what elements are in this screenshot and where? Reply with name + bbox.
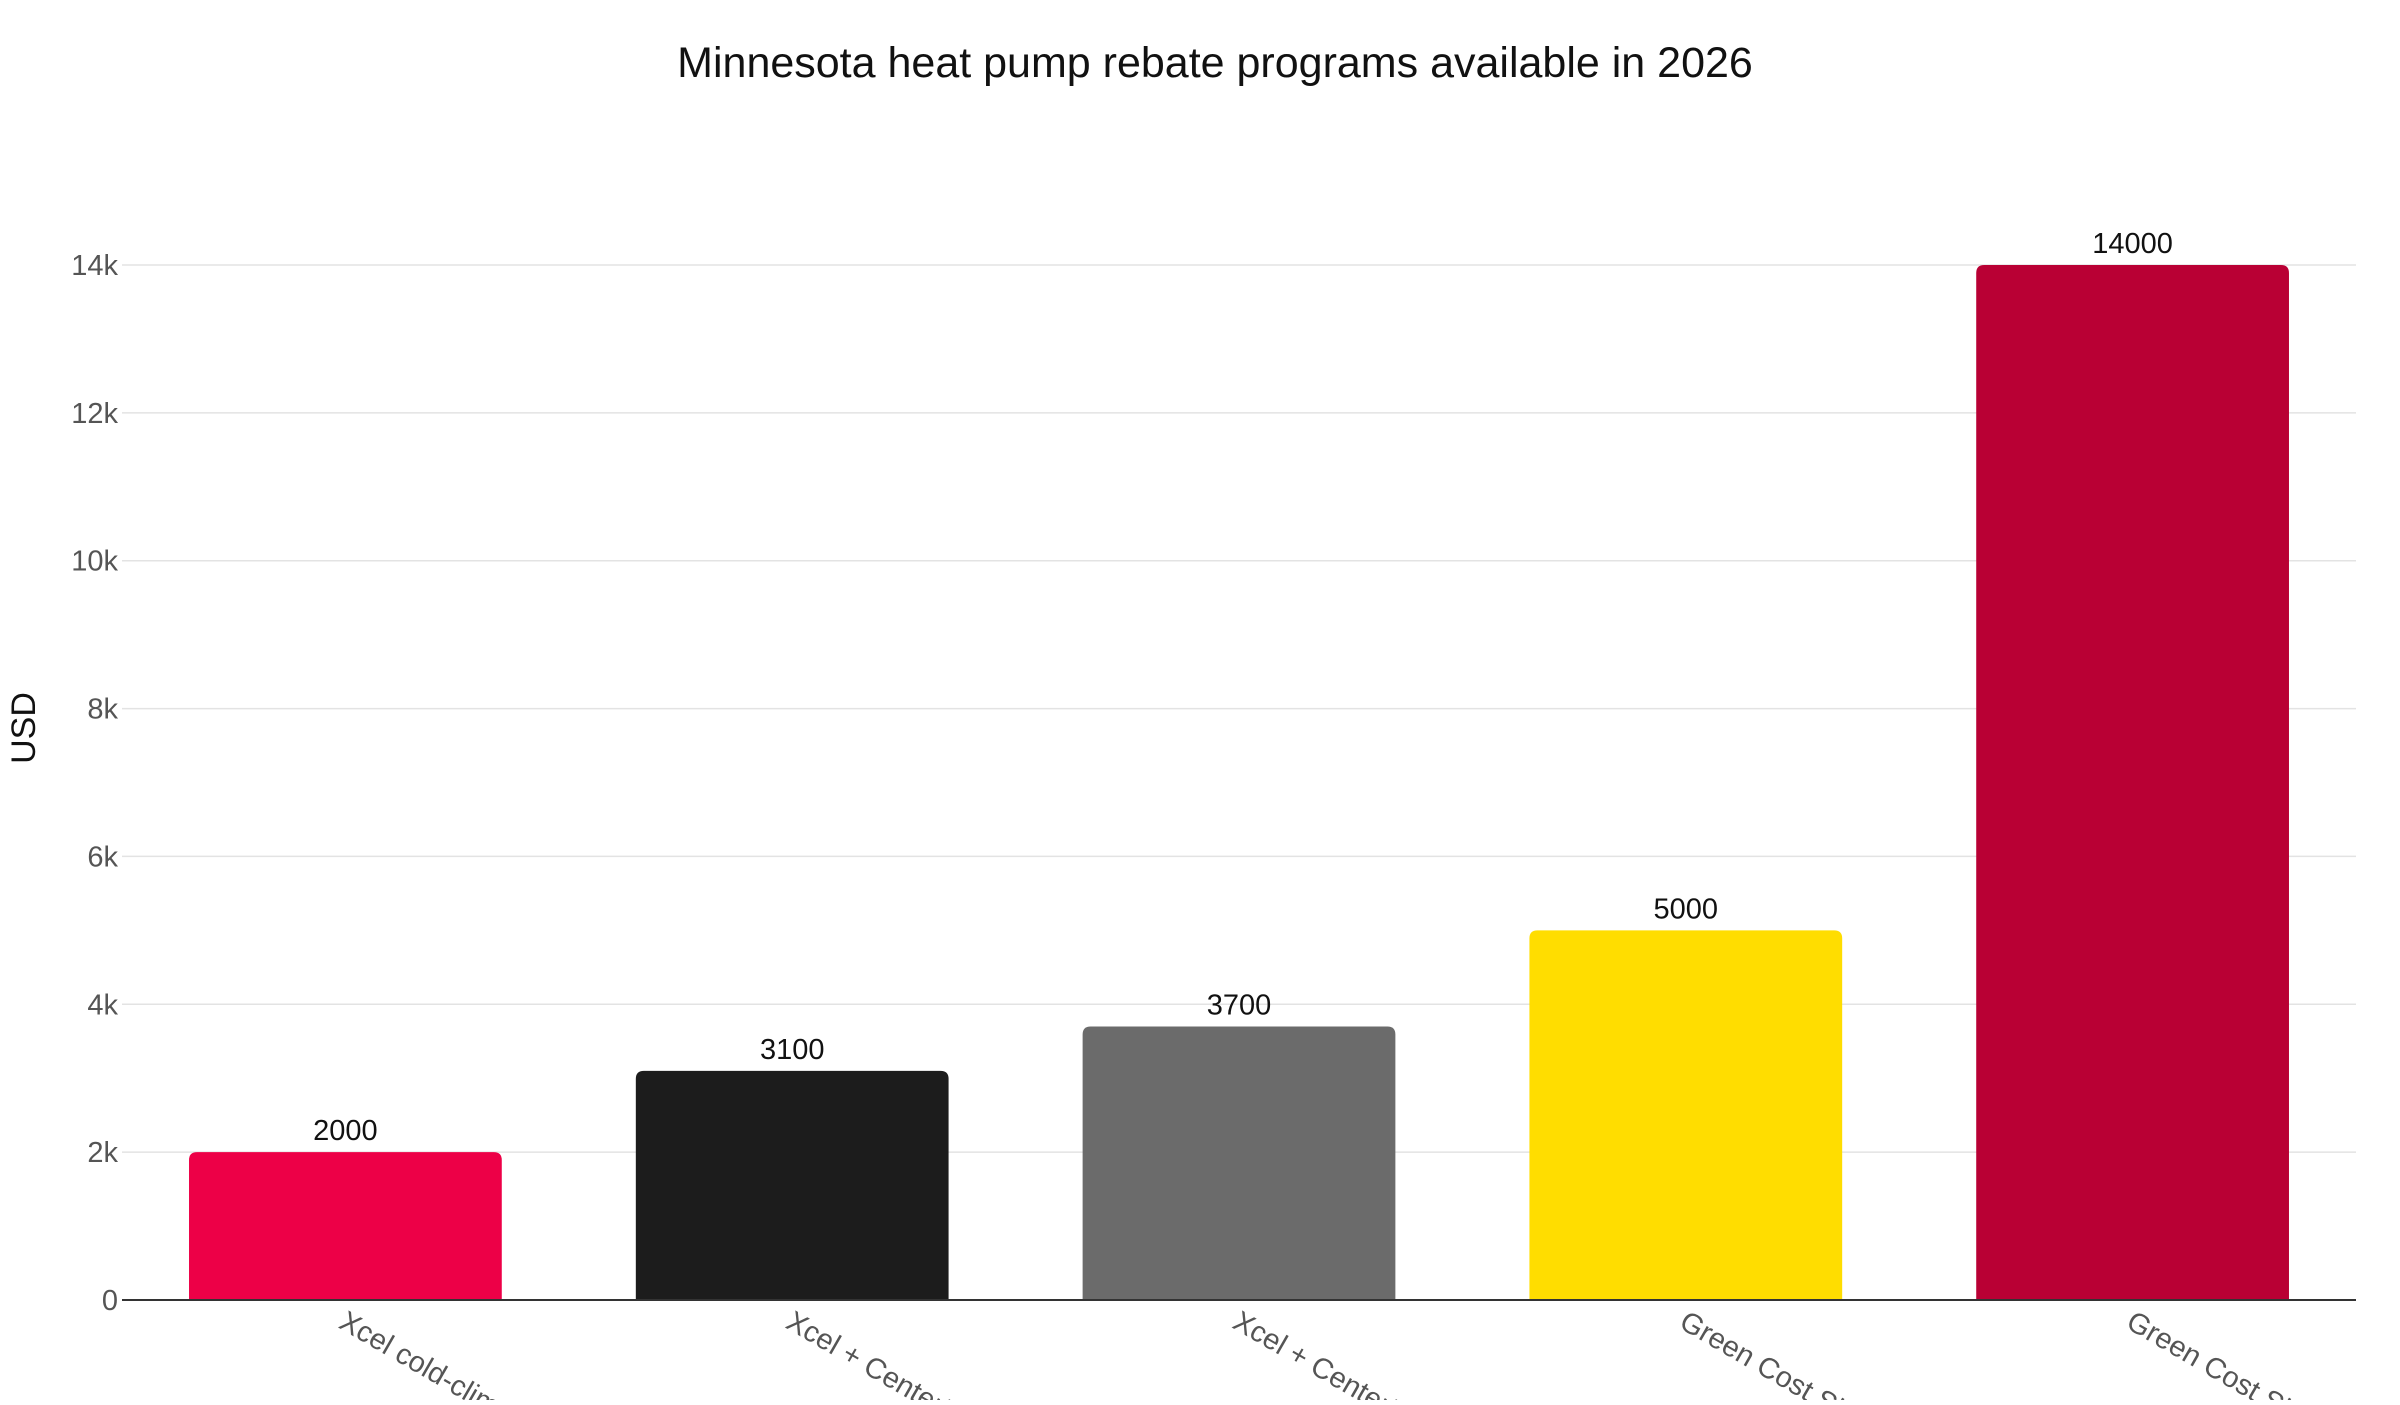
y-tick-label: 10k [71,546,118,578]
y-axis-title: USD [5,692,43,764]
y-tick-label: 0 [102,1285,118,1317]
y-axis-ticks: 0 2k 4k 6k 8k 10k 12k 14k [71,250,118,1317]
x-tick-label: Xcel + CenterP [781,1305,967,1400]
x-tick-label: Xcel cold-clima [334,1305,520,1400]
x-tick-label: Xcel + CenterP [1228,1305,1414,1400]
bar-value-label: 2000 [313,1115,378,1147]
gridlines [122,264,2356,1153]
bar [635,1070,949,1300]
y-tick-label: 8k [87,694,118,726]
x-axis-ticks: Xcel cold-clima Xcel + CenterP Xcel + Cent… [334,1305,2318,1405]
y-tick-label: 4k [87,989,118,1021]
bar [1082,1026,1396,1300]
bars [189,265,2289,1300]
chart-title: Minnesota heat pump rebate programs avai… [677,39,1753,87]
bar-value-label: 3100 [760,1034,825,1066]
bar-value-label: 14000 [2092,228,2173,260]
y-tick-label: 6k [87,841,118,873]
bar [1976,265,2289,1300]
bar [1529,930,1843,1300]
bar-value-label: 5000 [1654,893,1719,925]
x-tick-label: Green Cost Sha [1674,1305,1871,1400]
y-tick-label: 2k [87,1137,118,1169]
y-tick-label: 12k [71,398,118,430]
bar-value-label: 3700 [1207,989,1272,1021]
data-labels: 2000 3100 3700 5000 14000 [313,228,2173,1147]
x-tick-label: Green Cost Sha [2121,1305,2318,1400]
y-tick-label: 14k [71,250,118,282]
bar [189,1152,502,1300]
